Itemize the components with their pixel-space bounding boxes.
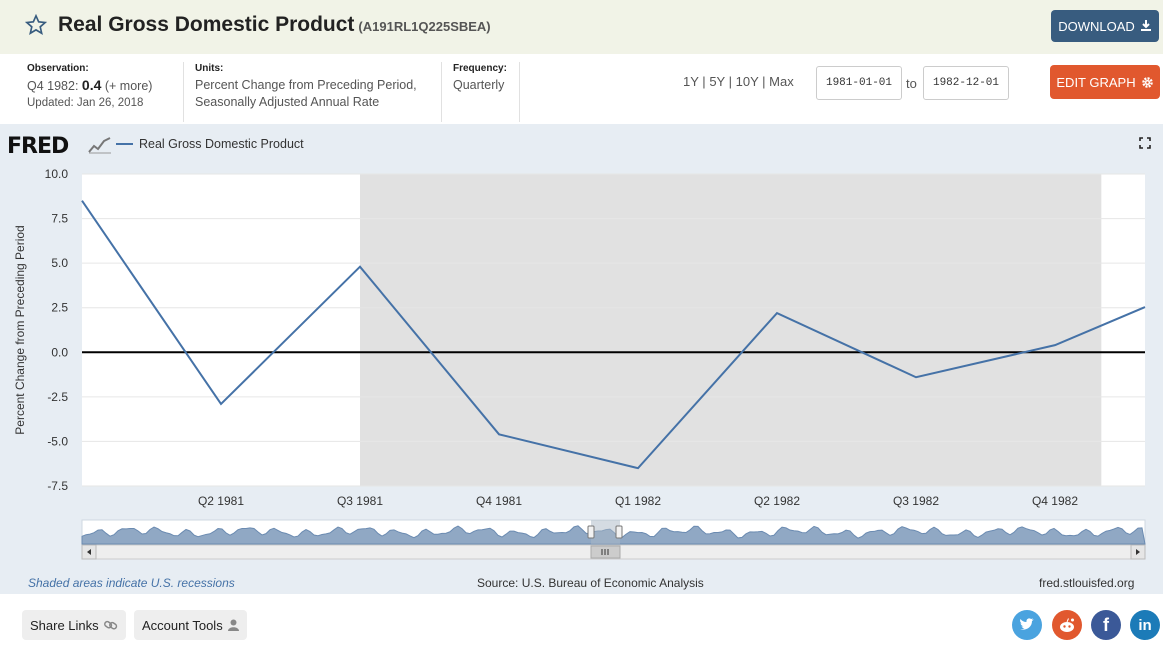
frequency-label: Frequency:	[453, 63, 507, 74]
x-tick-label: Q4 1981	[476, 494, 522, 508]
navigator-handle-right[interactable]	[615, 525, 623, 539]
divider	[183, 62, 184, 122]
link-icon	[103, 620, 117, 630]
range-link-max[interactable]: Max	[769, 74, 794, 89]
share-links-button[interactable]: Share Links	[22, 610, 126, 640]
navigator-handle-left[interactable]	[587, 525, 595, 539]
site-link[interactable]: fred.stlouisfed.org	[1039, 576, 1135, 590]
divider	[441, 62, 442, 122]
x-tick-label: Q2 1981	[198, 494, 244, 508]
account-tools-button[interactable]: Account Tools	[134, 610, 247, 640]
units-line1: Percent Change from Preceding Period,	[195, 78, 417, 92]
y-tick-label: -5.0	[47, 434, 68, 448]
y-tick-label: 5.0	[51, 256, 68, 270]
series-title: Real Gross Domestic Product	[58, 13, 355, 36]
range-link-10y[interactable]: 10Y	[735, 74, 759, 89]
data-point	[914, 375, 919, 380]
edit-graph-label: EDIT GRAPH	[1056, 74, 1136, 90]
x-tick-label: Q3 1982	[893, 494, 939, 508]
y-tick-label: 0.0	[51, 345, 68, 359]
y-axis-label: Percent Change from Preceding Period	[13, 225, 27, 434]
range-link-1y[interactable]: 1Y	[683, 74, 699, 89]
series-id: (A191RL1Q225SBEA)	[358, 19, 491, 34]
observation-label: Observation:	[27, 63, 89, 74]
range-separator: |	[762, 74, 766, 89]
data-point	[636, 466, 641, 471]
observation-value: 0.4	[81, 77, 102, 93]
data-point	[358, 264, 363, 269]
recession-note: Shaded areas indicate U.S. recessions	[28, 576, 235, 590]
range-separator: |	[702, 74, 706, 89]
download-icon	[1140, 20, 1151, 31]
user-icon	[227, 619, 239, 631]
edit-graph-button[interactable]: EDIT GRAPH	[1050, 65, 1160, 99]
data-point	[80, 198, 85, 203]
y-tick-label: 7.5	[51, 212, 68, 226]
observation-value-line: Q4 1982: 0.4 (+ more)	[27, 77, 152, 95]
observation-block: Observation: Q4 1982: 0.4 (+ more) Updat…	[27, 63, 152, 112]
units-line2: Seasonally Adjusted Annual Rate	[195, 95, 380, 109]
download-button[interactable]: DOWNLOAD	[1051, 10, 1159, 42]
x-tick-label: Q3 1981	[337, 494, 383, 508]
frequency-block: Frequency: Quarterly	[453, 63, 507, 94]
chart-logo-icon	[88, 137, 111, 154]
chevron-right-icon[interactable]	[1136, 549, 1140, 555]
y-tick-label: 2.5	[51, 301, 68, 315]
series-meta: Observation: Q4 1982: 0.4 (+ more) Updat…	[0, 54, 1163, 124]
units-block: Units: Percent Change from Preceding Per…	[195, 63, 417, 111]
linkedin-icon[interactable]: in	[1130, 610, 1160, 640]
graph-panel: FRED Real Gross Domestic Product 10.0 7.5…	[0, 124, 1163, 594]
observation-period: Q4 1982:	[27, 79, 79, 93]
data-point	[775, 311, 780, 316]
recession-shade	[360, 174, 1102, 486]
range-links: 1Y | 5Y | 10Y | Max	[683, 74, 794, 89]
page-title: Real Gross Domestic Product (A191RL1Q225S…	[58, 13, 491, 37]
data-source: Source: U.S. Bureau of Economic Analysis	[477, 576, 704, 590]
reddit-icon[interactable]	[1052, 610, 1082, 640]
x-tick-label: Q1 1982	[615, 494, 661, 508]
frequency-value: Quarterly	[453, 78, 505, 92]
legend-label: Real Gross Domestic Product	[139, 137, 304, 151]
series-line	[81, 200, 1146, 470]
y-tick-label: -7.5	[47, 479, 68, 493]
observation-more-link[interactable]: (+ more)	[104, 79, 153, 93]
date-to-label: to	[906, 76, 917, 91]
share-links-label: Share Links	[30, 617, 99, 633]
chevron-left-icon[interactable]	[87, 549, 91, 555]
twitter-icon[interactable]	[1012, 610, 1042, 640]
tools-bar: Share Links Account Tools f in	[0, 594, 1163, 660]
divider	[519, 62, 520, 122]
gear-icon	[1141, 76, 1153, 88]
navigator-selection[interactable]	[591, 520, 620, 544]
star-icon[interactable]	[25, 14, 47, 36]
y-tick-label: 10.0	[45, 167, 69, 181]
fred-logo: FRED	[7, 134, 69, 159]
line-chart[interactable]: 10.0 7.5 5.0 2.5 0.0 -2.5 -5.0 -7.5 Percent Chan…	[0, 124, 1163, 574]
fullscreen-icon[interactable]	[1139, 137, 1151, 149]
legend-swatch	[116, 143, 133, 145]
data-point	[497, 432, 502, 437]
data-point	[1053, 343, 1058, 348]
facebook-icon[interactable]: f	[1091, 610, 1121, 640]
chart-legend[interactable]: Real Gross Domestic Product	[116, 137, 304, 151]
end-date-input[interactable]: 1982-12-01	[923, 66, 1009, 100]
download-label: DOWNLOAD	[1058, 18, 1135, 34]
page-header: Real Gross Domestic Product (A191RL1Q225S…	[0, 0, 1163, 54]
x-tick-label: Q2 1982	[754, 494, 800, 508]
updated-date: Updated: Jan 26, 2018	[27, 97, 144, 109]
y-tick-label: -2.5	[47, 390, 68, 404]
data-point	[219, 401, 224, 406]
start-date-input[interactable]: 1981-01-01	[816, 66, 902, 100]
x-tick-label: Q4 1982	[1032, 494, 1078, 508]
range-separator: |	[728, 74, 732, 89]
units-label: Units:	[195, 63, 224, 74]
range-link-5y[interactable]: 5Y	[709, 74, 725, 89]
account-tools-label: Account Tools	[142, 617, 223, 633]
